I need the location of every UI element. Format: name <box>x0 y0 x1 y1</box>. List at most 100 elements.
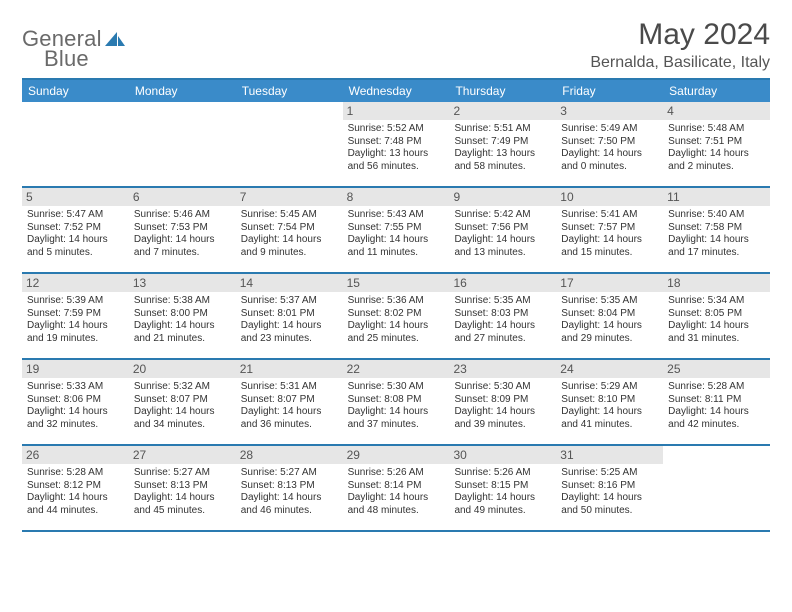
day-number: 26 <box>22 446 129 464</box>
day-detail-line: Sunset: 8:08 PM <box>348 394 445 407</box>
day-detail-line: Daylight: 14 hours and 50 minutes. <box>561 492 658 517</box>
day-detail-line: Daylight: 14 hours and 7 minutes. <box>134 234 231 259</box>
day-number: 17 <box>556 274 663 292</box>
day-number: 21 <box>236 360 343 378</box>
day-cell: 30 Sunrise: 5:26 AMSunset: 8:15 PMDayligh… <box>449 446 556 530</box>
day-number: 4 <box>663 102 770 120</box>
day-number: 31 <box>556 446 663 464</box>
day-number: 12 <box>22 274 129 292</box>
day-detail-line: Sunrise: 5:35 AM <box>561 295 658 308</box>
day-details: Sunrise: 5:45 AMSunset: 7:54 PMDaylight:… <box>241 209 338 259</box>
day-detail-line: Sunset: 8:12 PM <box>27 480 124 493</box>
day-details: Sunrise: 5:33 AMSunset: 8:06 PMDaylight:… <box>27 381 124 431</box>
day-detail-line: Sunset: 8:11 PM <box>668 394 765 407</box>
day-number: 18 <box>663 274 770 292</box>
day-number: 20 <box>129 360 236 378</box>
week-row: 5 Sunrise: 5:47 AMSunset: 7:52 PMDaylight… <box>22 188 770 274</box>
day-detail-line: Daylight: 13 hours and 56 minutes. <box>348 148 445 173</box>
day-cell: 27Sunrise: 5:27 AMSunset: 8:13 PMDayligh… <box>129 446 236 530</box>
day-detail-line: Daylight: 14 hours and 21 minutes. <box>134 320 231 345</box>
day-detail-line: Daylight: 14 hours and 23 minutes. <box>241 320 338 345</box>
day-details: Sunrise: 5:26 AMSunset: 8:14 PMDaylight:… <box>348 467 445 517</box>
day-detail-line: Sunset: 8:03 PM <box>454 308 551 321</box>
day-detail-line: Sunset: 8:13 PM <box>241 480 338 493</box>
day-details: Sunrise: 5:47 AMSunset: 7:52 PMDaylight:… <box>27 209 124 259</box>
day-number: 29 <box>343 446 450 464</box>
dow-cell: Friday <box>556 80 663 102</box>
dow-cell: Wednesday <box>343 80 450 102</box>
day-detail-line: Daylight: 14 hours and 45 minutes. <box>134 492 231 517</box>
day-cell: 16 Sunrise: 5:35 AMSunset: 8:03 PMDayligh… <box>449 274 556 358</box>
day-detail-line: Daylight: 14 hours and 0 minutes. <box>561 148 658 173</box>
day-number: 30 <box>449 446 556 464</box>
day-cell: 21Sunrise: 5:31 AMSunset: 8:07 PMDayligh… <box>236 360 343 444</box>
day-cell: 25 Sunrise: 5:28 AMSunset: 8:11 PMDayligh… <box>663 360 770 444</box>
day-number: 16 <box>449 274 556 292</box>
day-number: 10 <box>556 188 663 206</box>
day-detail-line: Sunrise: 5:39 AM <box>27 295 124 308</box>
weeks-container: ...1Sunrise: 5:52 AMSunset: 7:48 PMDayli… <box>22 102 770 532</box>
day-detail-line: Sunset: 7:51 PM <box>668 136 765 149</box>
day-detail-line: Sunrise: 5:35 AM <box>454 295 551 308</box>
day-detail-line: Daylight: 14 hours and 13 minutes. <box>454 234 551 259</box>
day-details: Sunrise: 5:27 AMSunset: 8:13 PMDaylight:… <box>241 467 338 517</box>
day-cell: . <box>129 102 236 186</box>
days-of-week-row: SundayMondayTuesdayWednesdayThursdayFrid… <box>22 80 770 102</box>
day-details: Sunrise: 5:41 AMSunset: 7:57 PMDaylight:… <box>561 209 658 259</box>
day-number: 7 <box>236 188 343 206</box>
dow-cell: Thursday <box>449 80 556 102</box>
day-detail-line: Daylight: 14 hours and 25 minutes. <box>348 320 445 345</box>
dow-cell: Tuesday <box>236 80 343 102</box>
day-number: 28 <box>236 446 343 464</box>
day-detail-line: Sunrise: 5:30 AM <box>348 381 445 394</box>
day-detail-line: Sunrise: 5:47 AM <box>27 209 124 222</box>
day-number: 15 <box>343 274 450 292</box>
day-details: Sunrise: 5:26 AMSunset: 8:15 PMDaylight:… <box>454 467 551 517</box>
day-detail-line: Sunset: 8:04 PM <box>561 308 658 321</box>
day-number: 5 <box>22 188 129 206</box>
day-detail-line: Sunrise: 5:30 AM <box>454 381 551 394</box>
day-details: Sunrise: 5:48 AMSunset: 7:51 PMDaylight:… <box>668 123 765 173</box>
day-details: Sunrise: 5:32 AMSunset: 8:07 PMDaylight:… <box>134 381 231 431</box>
day-details: Sunrise: 5:28 AMSunset: 8:11 PMDaylight:… <box>668 381 765 431</box>
day-details: Sunrise: 5:46 AMSunset: 7:53 PMDaylight:… <box>134 209 231 259</box>
day-detail-line: Sunrise: 5:25 AM <box>561 467 658 480</box>
dow-cell: Sunday <box>22 80 129 102</box>
day-number: 11 <box>663 188 770 206</box>
day-detail-line: Daylight: 14 hours and 36 minutes. <box>241 406 338 431</box>
day-detail-line: Sunrise: 5:40 AM <box>668 209 765 222</box>
day-number: 25 <box>663 360 770 378</box>
day-cell: 8Sunrise: 5:43 AMSunset: 7:55 PMDaylight… <box>343 188 450 272</box>
day-cell: . <box>22 102 129 186</box>
day-detail-line: Sunrise: 5:42 AM <box>454 209 551 222</box>
day-cell: 14Sunrise: 5:37 AMSunset: 8:01 PMDayligh… <box>236 274 343 358</box>
day-detail-line: Daylight: 14 hours and 39 minutes. <box>454 406 551 431</box>
day-detail-line: Sunrise: 5:52 AM <box>348 123 445 136</box>
day-number: 19 <box>22 360 129 378</box>
day-cell: 23Sunrise: 5:30 AMSunset: 8:09 PMDayligh… <box>449 360 556 444</box>
day-details: Sunrise: 5:43 AMSunset: 7:55 PMDaylight:… <box>348 209 445 259</box>
day-cell: 6 Sunrise: 5:46 AMSunset: 7:53 PMDaylight… <box>129 188 236 272</box>
day-cell: 9Sunrise: 5:42 AMSunset: 7:56 PMDaylight… <box>449 188 556 272</box>
day-detail-line: Sunrise: 5:45 AM <box>241 209 338 222</box>
day-cell: 5 Sunrise: 5:47 AMSunset: 7:52 PMDaylight… <box>22 188 129 272</box>
day-number: 6 <box>129 188 236 206</box>
day-cell: 4 Sunrise: 5:48 AMSunset: 7:51 PMDaylight… <box>663 102 770 186</box>
day-detail-line: Sunrise: 5:33 AM <box>27 381 124 394</box>
day-detail-line: Daylight: 14 hours and 19 minutes. <box>27 320 124 345</box>
dow-cell: Monday <box>129 80 236 102</box>
day-details: Sunrise: 5:29 AMSunset: 8:10 PMDaylight:… <box>561 381 658 431</box>
day-detail-line: Sunset: 7:53 PM <box>134 222 231 235</box>
day-cell: 31 Sunrise: 5:25 AMSunset: 8:16 PMDayligh… <box>556 446 663 530</box>
day-details: Sunrise: 5:35 AMSunset: 8:03 PMDaylight:… <box>454 295 551 345</box>
day-detail-line: Sunset: 8:13 PM <box>134 480 231 493</box>
day-details: Sunrise: 5:30 AMSunset: 8:08 PMDaylight:… <box>348 381 445 431</box>
day-detail-line: Sunset: 7:55 PM <box>348 222 445 235</box>
day-cell: 10 Sunrise: 5:41 AMSunset: 7:57 PMDayligh… <box>556 188 663 272</box>
day-details: Sunrise: 5:25 AMSunset: 8:16 PMDaylight:… <box>561 467 658 517</box>
day-details: Sunrise: 5:37 AMSunset: 8:01 PMDaylight:… <box>241 295 338 345</box>
day-cell: 20 Sunrise: 5:32 AMSunset: 8:07 PMDayligh… <box>129 360 236 444</box>
day-detail-line: Sunset: 8:09 PM <box>454 394 551 407</box>
day-detail-line: Sunset: 8:15 PM <box>454 480 551 493</box>
day-detail-line: Daylight: 14 hours and 42 minutes. <box>668 406 765 431</box>
